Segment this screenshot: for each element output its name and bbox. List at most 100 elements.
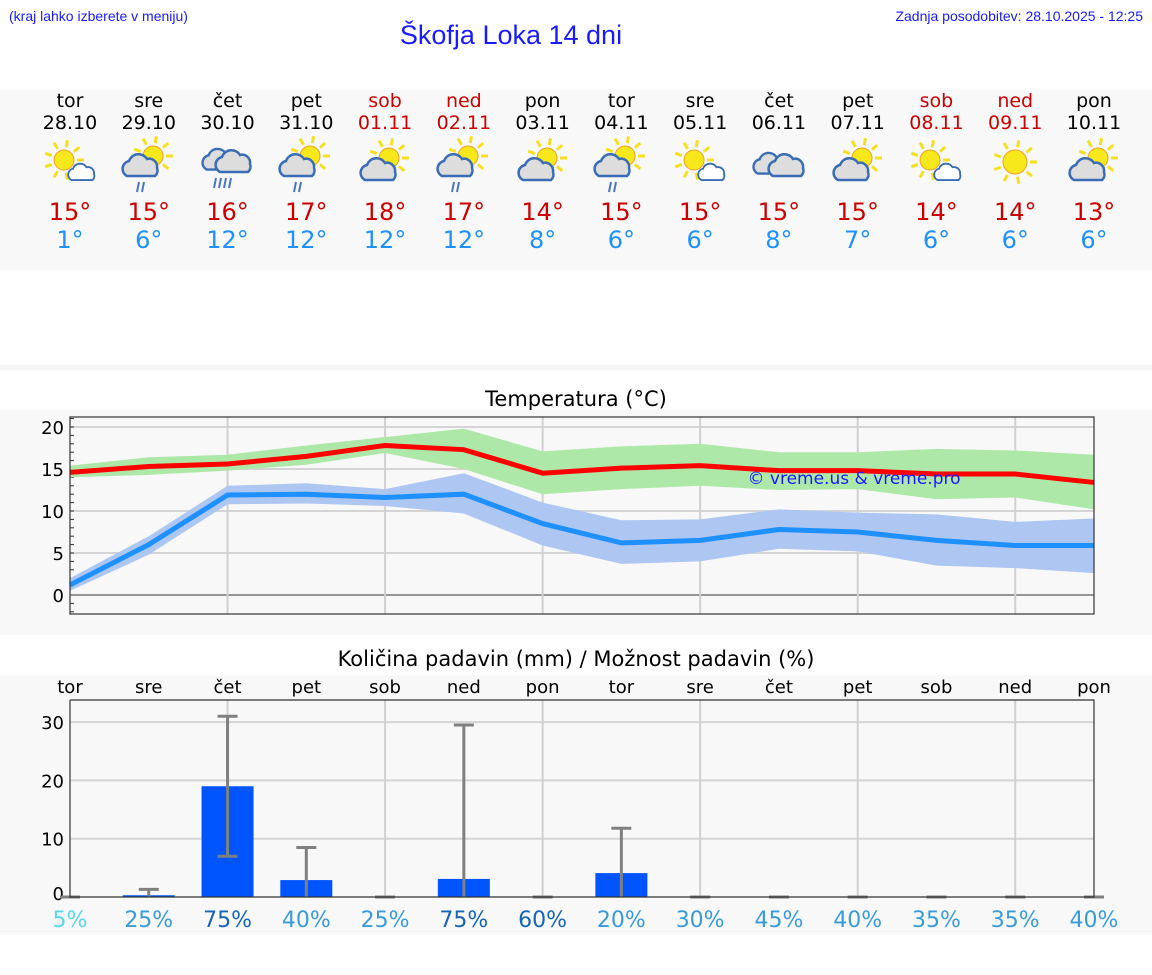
max-temp: 13°: [1072, 198, 1116, 226]
sun-cloud-icon: [359, 138, 410, 182]
min-temp: 6°: [1080, 226, 1108, 254]
x-tick-label: tor: [609, 677, 635, 698]
day-date: 30.10: [200, 112, 255, 134]
precip-probability: 30%: [676, 908, 725, 933]
day-forecast: pon 03.11 14° 8°: [504, 90, 582, 254]
y-tick-label: 15: [41, 460, 64, 481]
day-date: 05.11: [672, 112, 728, 134]
x-tick-label: tor: [57, 677, 83, 698]
watermark: © vreme.us & vreme.pro: [747, 469, 960, 489]
precip-probability: 35%: [912, 908, 961, 933]
max-temp: 16°: [206, 198, 249, 226]
day-forecast: tor 04.11 15° 6°: [582, 90, 660, 254]
temperature-chart-title: Temperatura (°C): [485, 387, 667, 411]
x-tick-label: sob: [369, 677, 401, 698]
day-date: 02.11: [436, 112, 492, 134]
max-temp: 18°: [363, 198, 407, 226]
sun-cloud-rain-icon: [593, 136, 646, 193]
sun-cloud-rain-icon: [121, 136, 173, 193]
sun-icon: [994, 140, 1038, 184]
sun-small-cloud-icon: [44, 140, 96, 181]
min-temp: 8°: [528, 226, 557, 254]
min-temp: 12°: [442, 226, 486, 254]
max-temp: 14°: [521, 198, 564, 226]
precip-probability: 40%: [282, 908, 331, 933]
day-date: 08.11: [909, 112, 964, 134]
day-name: čet: [764, 90, 794, 112]
sun-small-cloud-icon: [674, 140, 726, 181]
min-temp: 6°: [686, 226, 714, 254]
max-temp: 17°: [442, 198, 486, 226]
min-temp: 7°: [844, 226, 872, 254]
precip-probability: 45%: [754, 908, 803, 933]
max-temp: 15°: [757, 198, 801, 226]
day-forecast: ned 02.11 17° 12°: [425, 90, 503, 254]
x-tick-label: sre: [135, 677, 162, 698]
sun-cloud-rain-icon: [278, 136, 331, 193]
precip-probability: 75%: [439, 908, 488, 933]
day-forecast: čet 06.11 15° 8°: [740, 90, 818, 254]
min-temp: 6°: [135, 226, 163, 254]
day-name: sre: [685, 90, 715, 112]
day-name: pet: [290, 90, 322, 112]
precip-probability: 25%: [124, 908, 173, 933]
x-tick-label: pon: [1077, 677, 1111, 698]
location-hint: (kraj lahko izberete v meniju): [9, 8, 188, 24]
day-name: pon: [524, 90, 561, 112]
day-date: 29.10: [121, 112, 176, 134]
max-temp: 15°: [678, 198, 722, 226]
precip-probability: 25%: [361, 908, 410, 933]
page-title: Škofja Loka 14 dni: [399, 20, 623, 50]
day-date: 31.10: [279, 112, 334, 134]
min-temp: 1°: [56, 226, 84, 254]
day-forecast: sob 01.11 18° 12°: [346, 90, 424, 254]
day-date: 09.11: [988, 112, 1043, 134]
day-name: pon: [1076, 90, 1112, 112]
temperature-chart: 0 5 10 15 20 © vreme.us & vreme.pro: [41, 416, 1095, 615]
min-temp: 6°: [1001, 226, 1029, 254]
max-temp: 15°: [48, 198, 92, 226]
day-date: 07.11: [830, 112, 885, 134]
precip-probability: 60%: [518, 908, 567, 933]
day-date: 10.11: [1066, 112, 1122, 134]
day-date: 01.11: [357, 112, 413, 134]
y-tick-label: 20: [41, 771, 64, 792]
plot-frame: [69, 699, 1095, 898]
day-forecast: sre 29.10 15° 6°: [110, 90, 188, 254]
day-name: čet: [212, 90, 243, 112]
sun-cloud-icon: [516, 138, 567, 182]
min-temp: 6°: [607, 226, 636, 254]
day-name: tor: [56, 90, 84, 112]
day-forecast: sre 05.11 15° 6°: [661, 90, 739, 254]
day-forecast: pet 07.11 15° 7°: [819, 90, 897, 254]
y-tick-label: 10: [41, 830, 64, 851]
day-name: ned: [997, 90, 1034, 112]
max-temp: 14°: [993, 198, 1037, 226]
precip-probability: 5%: [53, 908, 88, 933]
max-temp: 15°: [600, 198, 643, 226]
day-name: ned: [445, 90, 482, 112]
cloud-heavy-rain-icon: [200, 147, 252, 189]
max-temp-line: [69, 442, 1095, 485]
day-name: tor: [607, 90, 635, 112]
min-temp-line: [68, 491, 1094, 588]
day-name: sre: [134, 90, 164, 112]
y-tick-label: 0: [53, 884, 64, 905]
max-temp: 17°: [285, 198, 328, 226]
x-tick-label: čet: [214, 677, 242, 698]
day-date: 06.11: [751, 112, 807, 134]
x-tick-label: ned: [447, 677, 481, 698]
y-tick-label: 20: [41, 418, 64, 439]
day-name: sob: [919, 90, 954, 112]
precip-probability: 40%: [833, 908, 882, 933]
divider: [0, 365, 1152, 370]
y-tick-label: 5: [53, 544, 64, 565]
precip-probability: 35%: [991, 908, 1040, 933]
sun-cloud-rain-icon: [436, 136, 488, 193]
sun-cloud-icon: [832, 138, 882, 182]
y-tick-label: 30: [41, 713, 64, 734]
min-temp: 8°: [765, 226, 793, 254]
last-updated: Zadnja posodobitev: 28.10.2025 - 12:25: [895, 8, 1143, 24]
plot-frame: [69, 416, 1095, 615]
day-forecast: pon 10.11 13° 6°: [1055, 90, 1133, 254]
